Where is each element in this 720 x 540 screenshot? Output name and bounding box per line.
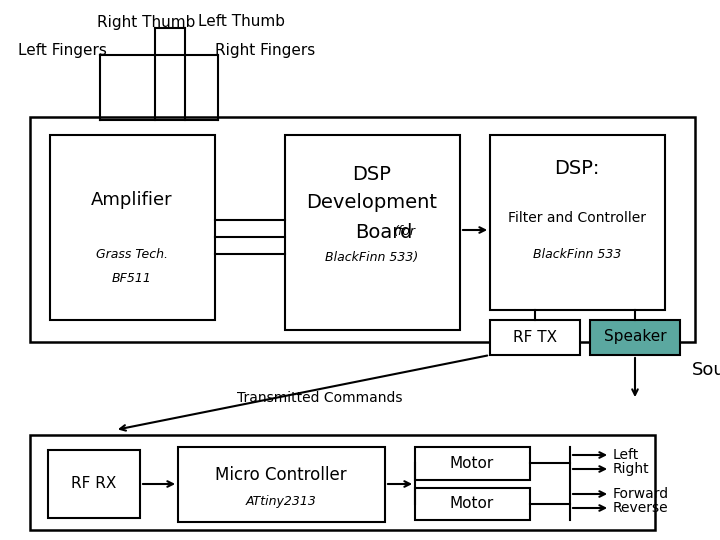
Text: Transmitted Commands: Transmitted Commands	[238, 391, 402, 405]
Text: Micro Controller: Micro Controller	[215, 466, 347, 484]
Text: ATtiny2313: ATtiny2313	[246, 496, 316, 509]
Text: Amplifier: Amplifier	[91, 191, 173, 209]
Text: Reverse: Reverse	[613, 501, 669, 515]
Bar	[30, 435, 655, 530]
Bar	[590, 320, 680, 355]
Text: RF TX: RF TX	[513, 329, 557, 345]
Text: DSP: DSP	[353, 165, 392, 185]
Text: Left: Left	[613, 448, 639, 462]
Bar	[30, 117, 695, 342]
Text: BlackFinn 533): BlackFinn 533)	[325, 252, 418, 265]
Text: Left Fingers: Left Fingers	[18, 43, 107, 57]
Text: Board: Board	[355, 222, 413, 241]
Bar	[50, 135, 215, 320]
Text: Speaker: Speaker	[603, 329, 666, 345]
Bar	[285, 135, 460, 330]
Text: Right: Right	[613, 462, 649, 476]
Text: Right Thumb: Right Thumb	[97, 15, 195, 30]
Text: Development: Development	[307, 193, 438, 213]
Text: (for: (for	[393, 226, 415, 239]
Bar	[415, 488, 530, 520]
Text: Filter and Controller: Filter and Controller	[508, 211, 646, 225]
Text: Right Fingers: Right Fingers	[215, 43, 315, 57]
Text: Motor: Motor	[450, 456, 494, 470]
Text: Motor: Motor	[450, 496, 494, 511]
Text: Left Thumb: Left Thumb	[198, 15, 285, 30]
Bar	[178, 447, 385, 522]
Text: Grass Tech.: Grass Tech.	[96, 248, 168, 261]
Bar	[490, 320, 580, 355]
Bar	[415, 447, 530, 480]
Text: Sound: Sound	[692, 361, 720, 379]
Text: BlackFinn 533: BlackFinn 533	[533, 247, 621, 260]
Text: BF511: BF511	[112, 272, 152, 285]
Bar	[48, 450, 140, 518]
Text: RF RX: RF RX	[71, 476, 117, 491]
Bar	[490, 135, 665, 310]
Text: DSP:: DSP:	[554, 159, 600, 178]
Text: Forward: Forward	[613, 487, 669, 501]
